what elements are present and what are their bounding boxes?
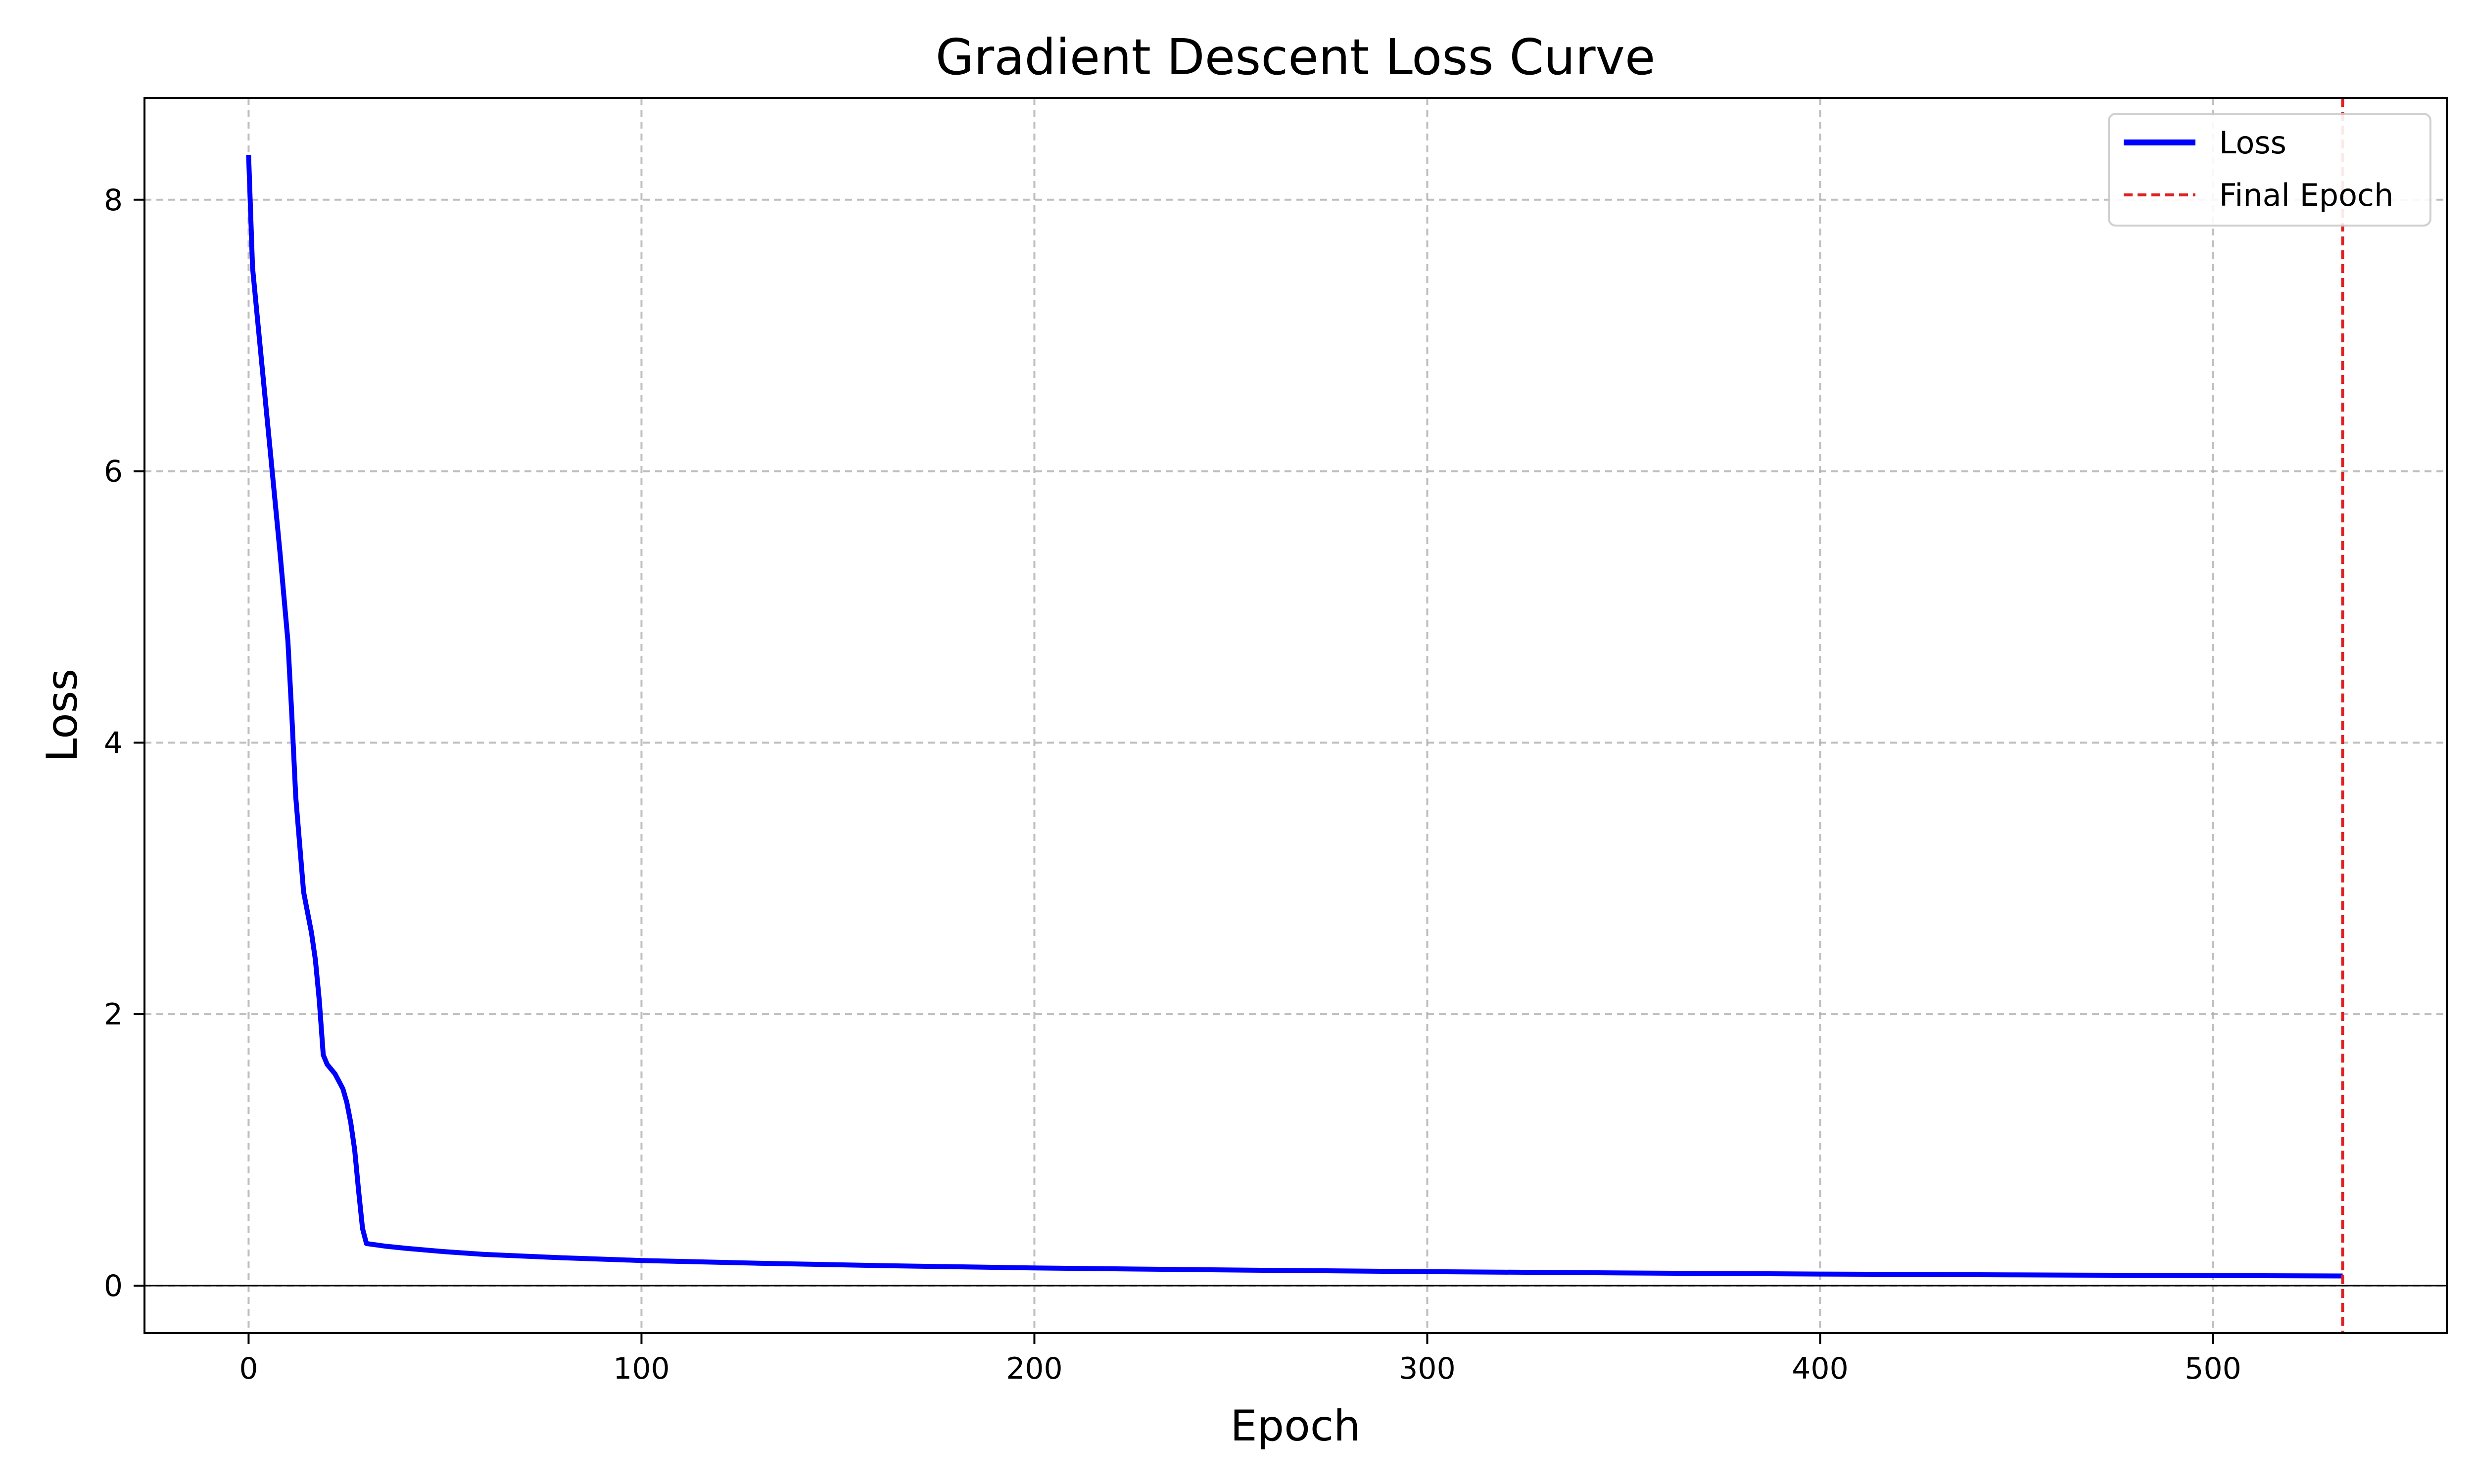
x-tick-label-0: 0: [239, 1351, 258, 1386]
plot-area-background: [144, 98, 2447, 1333]
x-tick-label-300: 300: [1399, 1351, 1456, 1386]
x-tick-label-100: 100: [613, 1351, 670, 1386]
y-tick-label-8: 8: [104, 183, 123, 218]
x-tick-label-500: 500: [2185, 1351, 2241, 1386]
chart-title: Gradient Descent Loss Curve: [936, 28, 1656, 86]
axes-frame: [143, 97, 2448, 1334]
y-tick-label-6: 6: [104, 455, 123, 489]
x-tick-label-200: 200: [1006, 1351, 1063, 1386]
y-tick-label-4: 4: [104, 726, 123, 760]
x-tick-label-400: 400: [1792, 1351, 1849, 1386]
x-axis-label: Epoch: [1230, 1401, 1360, 1451]
x-axis-ticks: 0 100 200 300 400 500: [239, 1333, 2241, 1386]
series-line-loss: [246, 155, 2343, 1279]
legend-label-final-epoch: Final Epoch: [2219, 177, 2393, 213]
y-axis-label: Loss: [38, 669, 87, 762]
y-axis-ticks: 0 2 4 6 8: [104, 183, 144, 1303]
legend-label-loss: Loss: [2219, 125, 2286, 161]
grid: [144, 98, 2447, 1333]
y-tick-label-2: 2: [104, 997, 123, 1032]
legend: Loss Final Epoch: [2108, 113, 2431, 227]
y-tick-label-0: 0: [104, 1269, 123, 1303]
series-layer: [246, 155, 2343, 1279]
